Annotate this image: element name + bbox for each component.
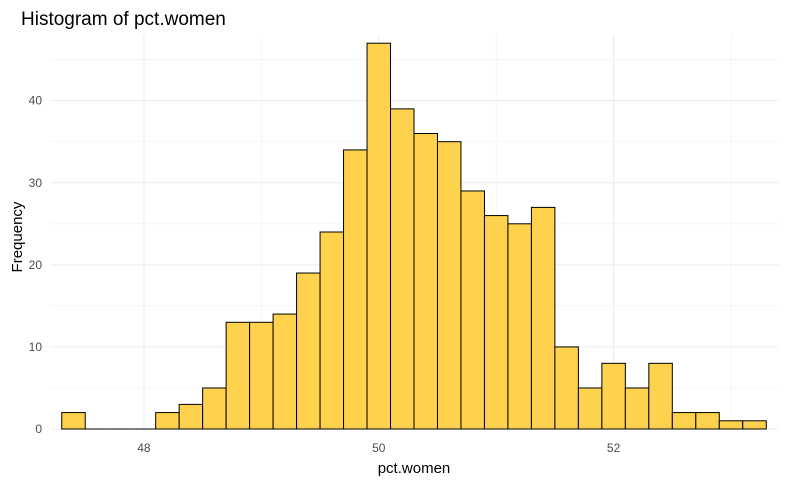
histogram-bar xyxy=(249,321,274,430)
histogram-bar xyxy=(483,215,509,430)
histogram-bar xyxy=(507,223,532,430)
histogram-bar xyxy=(319,231,345,430)
histogram-bar xyxy=(648,362,673,430)
histogram-bar xyxy=(61,412,86,430)
axis-ticks: 48 50 52 0 10 20 30 40 xyxy=(29,94,621,455)
histogram-bar xyxy=(202,387,227,430)
histogram-bar xyxy=(624,387,650,430)
histogram-bar xyxy=(695,412,720,430)
histogram-bar xyxy=(460,190,485,430)
histogram-bar xyxy=(390,108,415,430)
y-axis-title: Frequency xyxy=(9,201,26,272)
histogram-bar xyxy=(671,412,697,430)
y-tick-label: 40 xyxy=(29,94,43,108)
x-tick-label: 50 xyxy=(372,441,386,455)
y-tick-label: 30 xyxy=(29,176,43,190)
histogram-bars xyxy=(61,42,767,430)
histogram-bar xyxy=(530,206,556,430)
x-tick-label: 52 xyxy=(607,441,621,455)
histogram-bar xyxy=(742,420,767,430)
histogram-bar xyxy=(718,420,744,430)
chart-title: Histogram of pct.women xyxy=(21,9,226,30)
histogram-bar xyxy=(178,403,204,430)
histogram-bar xyxy=(436,141,462,430)
y-tick-label: 0 xyxy=(35,422,42,436)
histogram-bar xyxy=(577,387,603,430)
histogram-bar xyxy=(413,133,438,430)
histogram-bar xyxy=(366,42,392,430)
histogram-bar xyxy=(225,321,251,430)
histogram-bar xyxy=(343,149,368,430)
histogram-bar xyxy=(155,412,180,430)
histogram-bar xyxy=(296,272,321,430)
x-tick-label: 48 xyxy=(137,441,151,455)
y-tick-label: 20 xyxy=(29,258,43,272)
x-axis-title: pct.women xyxy=(378,460,451,477)
histogram-bar xyxy=(601,362,626,430)
histogram-bar xyxy=(272,313,298,430)
y-tick-label: 10 xyxy=(29,340,43,354)
histogram-bar xyxy=(554,346,579,430)
